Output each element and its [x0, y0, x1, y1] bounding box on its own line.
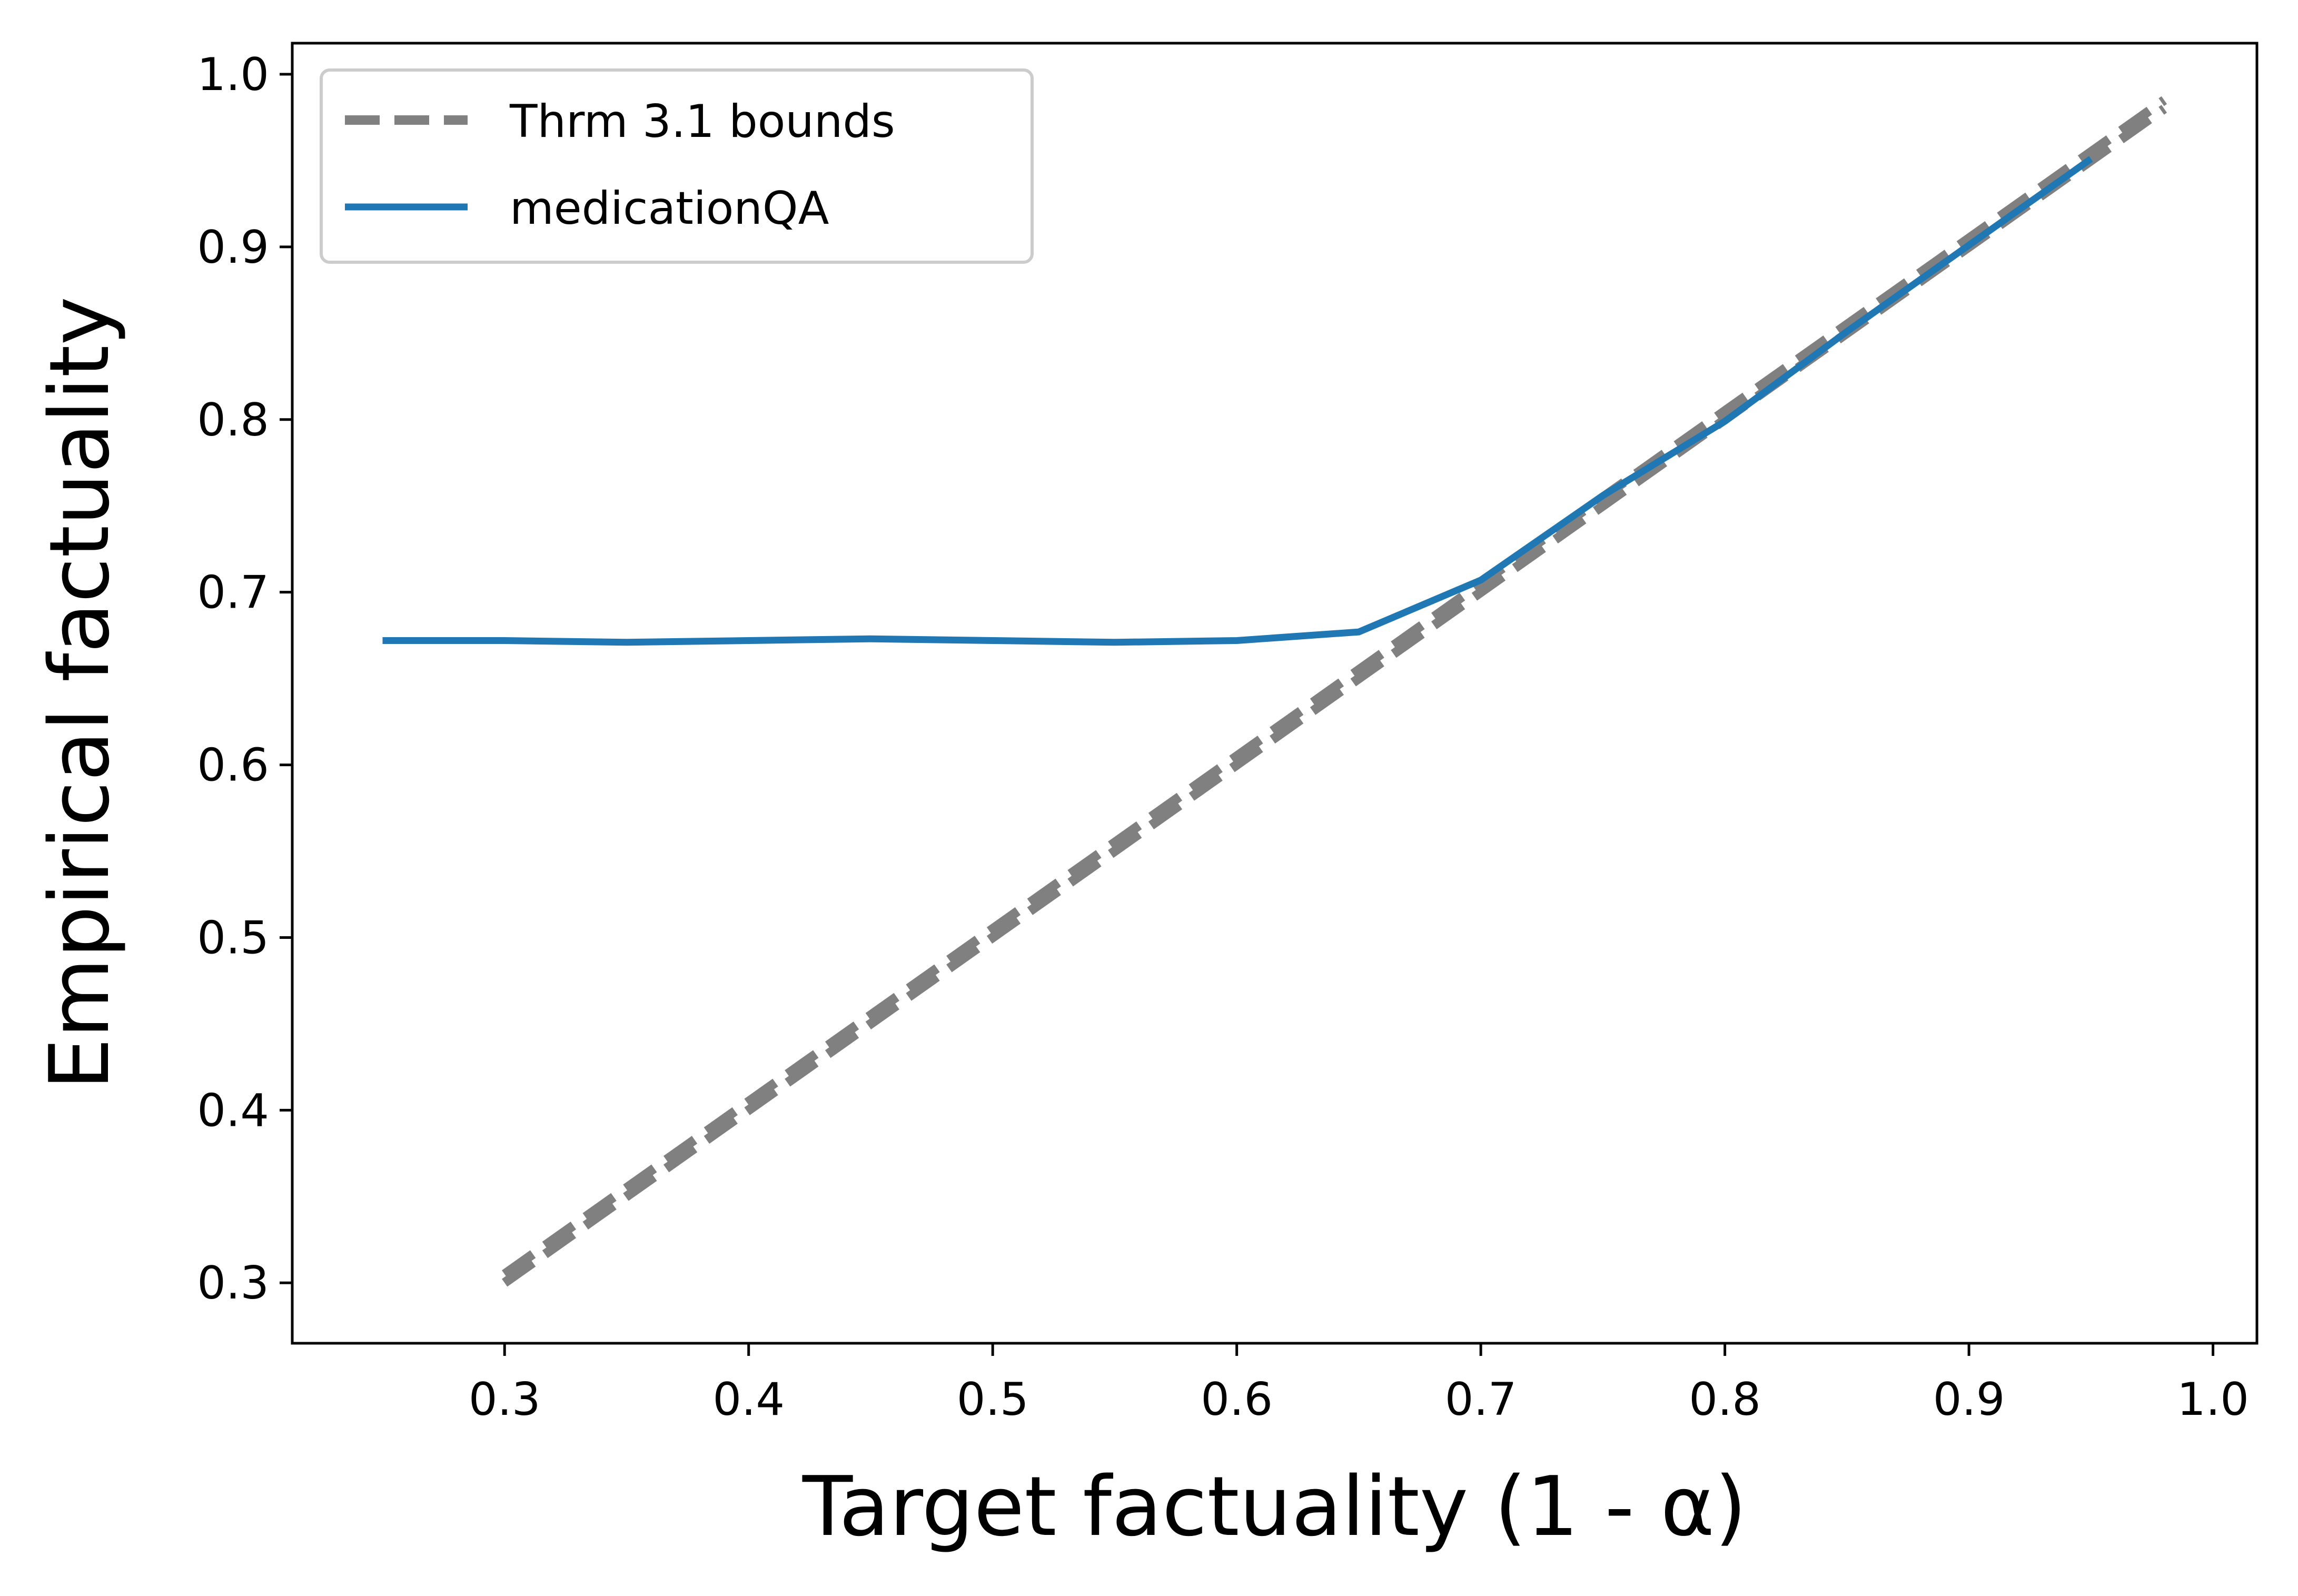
x-tick-label: 0.6 — [1201, 1373, 1273, 1426]
series-line-thrm-3-1-bounds-1 — [502, 96, 2167, 1278]
x-tick-label: 0.3 — [469, 1373, 541, 1426]
x-tick-label: 0.5 — [957, 1373, 1029, 1426]
x-tick-label: 0.7 — [1445, 1373, 1517, 1426]
y-axis-title: Empirical factuality — [32, 296, 127, 1090]
y-axis: 0.3 0.4 0.5 0.6 0.7 0.8 0.9 1.0 — [197, 48, 292, 1310]
y-tick-label: 0.4 — [197, 1084, 269, 1137]
y-tick-label: 0.3 — [197, 1257, 269, 1310]
x-tick-label: 0.9 — [1933, 1373, 2005, 1426]
plot-frame — [291, 42, 2259, 1345]
legend-label-medicationqa: medicationQA — [510, 182, 829, 235]
x-axis-title: Target factuality (1 - α) — [802, 1459, 1747, 1554]
series-layer — [382, 96, 2167, 1287]
y-tick-label: 0.8 — [197, 394, 269, 447]
x-axis: 0.3 0.4 0.5 0.6 0.7 0.8 0.9 1.0 — [469, 1343, 2249, 1426]
legend-box — [320, 68, 1034, 264]
y-tick-label: 0.7 — [197, 567, 269, 619]
y-tick-label: 1.0 — [197, 48, 269, 101]
x-tick-label: 0.8 — [1689, 1373, 1761, 1426]
y-tick-label: 0.6 — [197, 739, 269, 792]
legend: Thrm 3.1 bounds medicationQA — [320, 68, 1034, 264]
x-tick-label: 1.0 — [2177, 1373, 2249, 1426]
legend-label-thrm-3-1-bounds: Thrm 3.1 bounds — [509, 95, 895, 148]
x-tick-label: 0.4 — [712, 1373, 785, 1426]
y-tick-label: 0.9 — [197, 221, 269, 274]
series-line-medicationqa-2 — [382, 156, 2093, 646]
y-tick-label: 0.5 — [197, 911, 269, 964]
